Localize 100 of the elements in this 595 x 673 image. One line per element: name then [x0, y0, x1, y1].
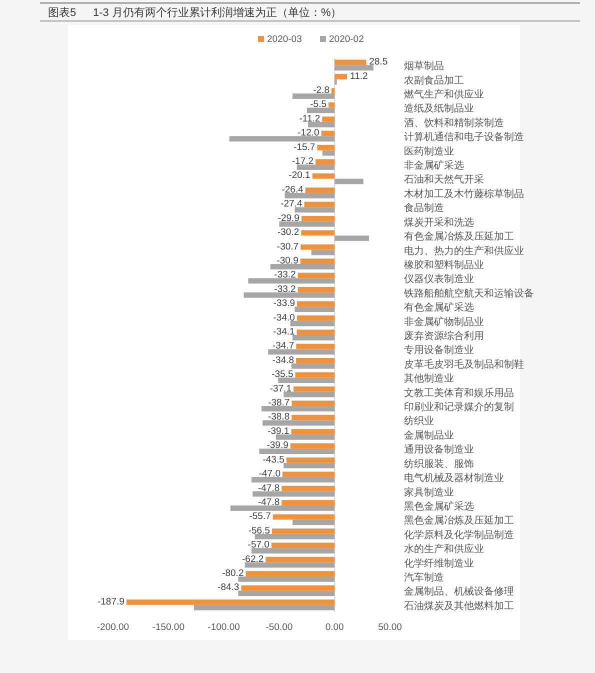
- data-label: -84.3: [218, 582, 240, 594]
- bar: [252, 477, 335, 482]
- data-label: -30.2: [277, 227, 300, 238]
- y-tick-label: 纺织业: [404, 415, 434, 428]
- bar: [286, 457, 335, 463]
- bar: [268, 349, 335, 355]
- y-tick-label: 文教工美体育和娱乐用品: [404, 386, 514, 399]
- y-tick-label: 专用设备制造业: [404, 344, 474, 356]
- data-label: -80.2: [222, 568, 244, 579]
- bar: [297, 301, 335, 307]
- bar: [272, 514, 335, 520]
- bar: [248, 278, 335, 284]
- bar: [284, 392, 335, 398]
- y-tick-label: 橡胶和塑料制品业: [404, 258, 484, 271]
- bar: [291, 363, 335, 369]
- y-tick-label: 木材加工及木竹藤棕草制品: [404, 188, 524, 200]
- data-label: -30.9: [276, 255, 298, 266]
- chart-subtitle: 1-3 月仍有两个行业累计利润增速为正（单位：%）: [93, 6, 342, 19]
- x-tick-label: 50.00: [378, 622, 402, 633]
- data-label: -20.1: [288, 170, 310, 182]
- bar: [290, 443, 335, 449]
- data-label: -39.1: [268, 426, 290, 437]
- bar: [334, 60, 366, 66]
- bar: [271, 542, 335, 548]
- data-label: -43.5: [262, 454, 284, 466]
- data-label: -34.8: [272, 354, 294, 366]
- bar: [282, 500, 335, 506]
- bar: [298, 272, 335, 278]
- bar: [317, 144, 335, 150]
- bar: [238, 576, 335, 582]
- bar: [334, 74, 348, 80]
- x-tick-label: -150.00: [152, 622, 185, 633]
- y-tick-label: 家具制造业: [404, 486, 454, 498]
- bar: [230, 505, 335, 511]
- y-tick-label: 皮革毛皮羽毛及制品和制鞋: [404, 358, 524, 370]
- x-tick-label: 0.00: [325, 622, 344, 633]
- bar: [290, 320, 335, 326]
- data-label: -55.7: [249, 511, 271, 522]
- y-tick-label: 煤炭开采和洗选: [404, 216, 474, 228]
- bar: [334, 65, 374, 70]
- bar: [332, 88, 335, 94]
- y-tick-label: 铁路船舶航空航天和运输设备: [403, 287, 534, 300]
- data-label: -11.2: [299, 113, 320, 124]
- bar: [259, 448, 335, 454]
- data-label: -56.5: [248, 525, 270, 536]
- y-tick-label: 造纸及纸制品业: [404, 102, 474, 115]
- data-label: -5.5: [310, 99, 327, 110]
- bar: [244, 562, 335, 568]
- bar: [300, 258, 335, 264]
- bar: [254, 534, 335, 540]
- data-label: -47.0: [258, 468, 281, 480]
- data-label: -47.8: [258, 496, 280, 508]
- x-tick-label: -100.00: [208, 622, 240, 633]
- data-label: -33.9: [273, 298, 296, 310]
- x-tick-label: -50.00: [266, 622, 293, 633]
- bar: [294, 207, 335, 213]
- bar: [282, 472, 335, 478]
- y-tick-label: 电气机械及器材制造业: [404, 472, 504, 484]
- y-tick-label: 酒、饮料和精制茶制造: [404, 116, 504, 129]
- bar: [316, 159, 335, 165]
- y-tick-label: 金属制品业: [404, 429, 454, 442]
- data-label: -37.1: [270, 383, 292, 394]
- bar: [252, 548, 335, 554]
- data-label: -34.1: [273, 326, 295, 338]
- bar: [296, 344, 335, 350]
- data-label: -2.8: [313, 85, 330, 96]
- bar: [295, 372, 335, 378]
- bar: [305, 188, 335, 193]
- bar: [294, 306, 335, 312]
- y-tick-label: 通用设备制造业: [404, 444, 474, 456]
- bar: [284, 192, 335, 198]
- data-label: -187.9: [97, 596, 124, 608]
- bar: [298, 286, 335, 292]
- y-tick-label: 化学纤维制造业: [404, 557, 474, 570]
- y-tick-label: 有色金属矿采选: [404, 302, 474, 314]
- y-tick-label: 医药制造业: [404, 145, 454, 158]
- x-tick-label: -200.00: [96, 622, 130, 633]
- data-label: -35.5: [272, 369, 294, 380]
- bar: [293, 386, 335, 392]
- bar: [308, 122, 335, 128]
- bar: [296, 358, 335, 364]
- bar: [238, 590, 335, 596]
- bar: [321, 130, 335, 136]
- bar: [322, 116, 335, 122]
- y-tick-label: 汽车制造: [404, 571, 444, 584]
- y-tick-label: 石油和天然气开采: [404, 174, 484, 186]
- bar: [292, 520, 335, 526]
- data-label: -34.7: [272, 340, 294, 352]
- data-label: -27.4: [280, 198, 302, 210]
- bar: [270, 264, 335, 270]
- y-tick-label: 纺织服装、服饰: [404, 458, 474, 470]
- data-label: -39.9: [266, 440, 288, 452]
- bar: [311, 250, 335, 256]
- data-label: -33.2: [274, 270, 296, 281]
- data-label: -26.4: [282, 184, 304, 196]
- y-tick-label: 石油煤炭及其他燃料加工: [404, 600, 514, 612]
- bar: [304, 202, 335, 208]
- bar: [334, 236, 369, 241]
- y-tick-label: 废弃资源综合利用: [404, 330, 484, 342]
- bar: [301, 216, 335, 222]
